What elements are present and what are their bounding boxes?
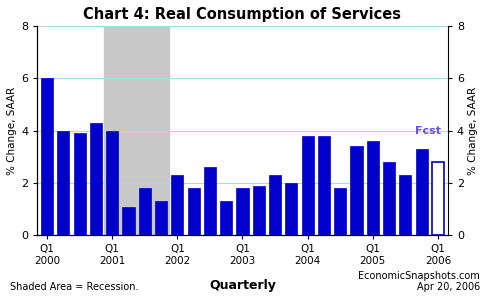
Bar [333,188,346,236]
Bar [285,183,297,236]
Bar [366,141,378,236]
Bar [236,188,248,236]
Bar [398,175,410,236]
Bar [317,136,330,236]
Text: Fcst: Fcst [414,126,440,136]
Bar [171,175,183,236]
Text: EconomicSnapshots.com
Apr 20, 2006: EconomicSnapshots.com Apr 20, 2006 [358,271,479,292]
Bar [57,131,69,236]
Bar [431,162,443,236]
Bar [104,26,169,236]
Bar [301,136,313,236]
Text: Shaded Area = Recession.: Shaded Area = Recession. [10,283,138,292]
Bar [203,167,215,236]
Bar [349,146,362,236]
Bar [106,131,118,236]
Y-axis label: % Change, SAAR: % Change, SAAR [7,86,17,175]
Bar [269,175,281,236]
Bar [382,162,394,236]
Y-axis label: % Change, SAAR: % Change, SAAR [467,86,477,175]
Bar [74,133,86,236]
Bar [220,201,232,236]
Text: Quarterly: Quarterly [209,280,275,292]
Title: Chart 4: Real Consumption of Services: Chart 4: Real Consumption of Services [83,7,401,22]
Bar [122,207,135,236]
Bar [90,123,102,236]
Bar [187,188,199,236]
Bar [154,201,167,236]
Bar [252,186,264,236]
Bar [138,188,151,236]
Bar [415,149,427,236]
Bar [41,78,53,236]
